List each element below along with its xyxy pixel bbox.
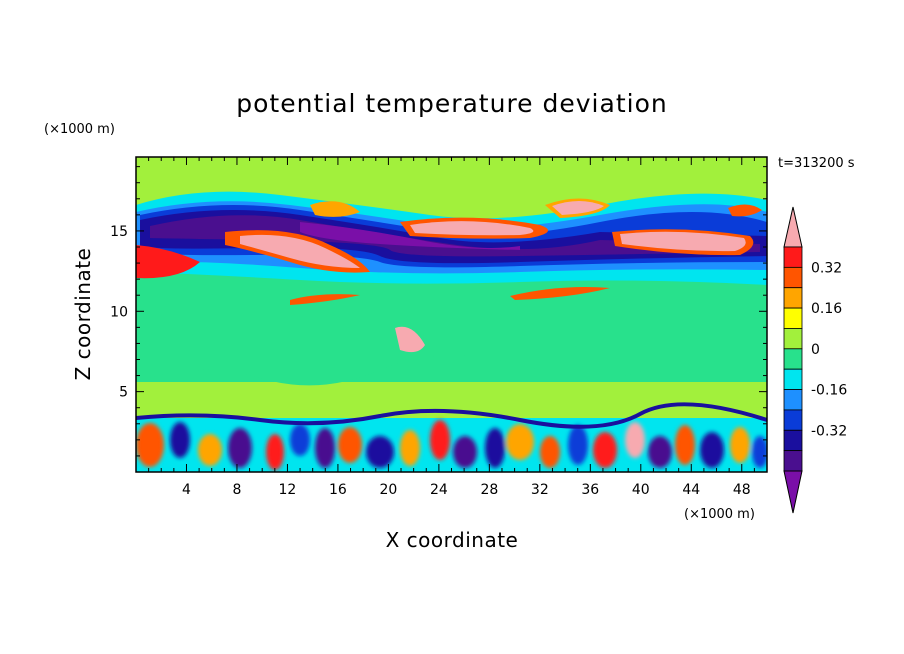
colorbar-bottom-arrow bbox=[783, 470, 803, 514]
colorbar-tick-label: -0.32 bbox=[811, 423, 847, 439]
bl-cell bbox=[198, 434, 222, 466]
x-tick-label: 36 bbox=[581, 482, 599, 498]
x-tick-label: 24 bbox=[430, 482, 448, 498]
field-streak-left bbox=[290, 294, 360, 305]
x-tick-label: 12 bbox=[279, 482, 297, 498]
colorbar-swatch bbox=[783, 389, 803, 411]
field-warm-cap-far-right bbox=[728, 204, 762, 217]
bl-cell bbox=[485, 428, 505, 468]
y-axis-unit: (×1000 m) bbox=[44, 122, 115, 137]
colorbar-swatch bbox=[783, 429, 803, 452]
bl-cell bbox=[568, 425, 588, 465]
bl-cell bbox=[136, 423, 164, 467]
x-tick-label: 44 bbox=[682, 482, 700, 498]
x-tick-label: 28 bbox=[480, 482, 498, 498]
colorbar-swatch bbox=[783, 328, 803, 350]
colorbar-swatch bbox=[783, 409, 803, 431]
x-tick-label: 20 bbox=[379, 482, 397, 498]
field-warm-lens-center-core bbox=[410, 221, 534, 236]
bl-cell bbox=[228, 428, 252, 468]
heatmap-field bbox=[136, 157, 767, 472]
field-warm-lens-right-core bbox=[620, 231, 746, 252]
bl-cell bbox=[675, 425, 695, 465]
y-axis-label: Z coordinate bbox=[71, 248, 95, 381]
bl-cell bbox=[752, 436, 767, 468]
bl-cell bbox=[338, 427, 362, 463]
colorbar-swatch bbox=[783, 287, 803, 309]
x-axis-label: X coordinate bbox=[386, 528, 519, 552]
field-neutral-edge bbox=[136, 340, 767, 386]
field-streak-right bbox=[510, 287, 610, 300]
colorbar-tick-label: 0 bbox=[811, 342, 820, 358]
bl-cell bbox=[170, 422, 190, 458]
colorbar-tick-label: -0.16 bbox=[811, 383, 847, 399]
field-boundary-cells bbox=[136, 420, 767, 470]
bl-cell bbox=[430, 420, 450, 460]
colorbar-swatch bbox=[783, 450, 803, 472]
y-axis-ticks: 5 10 15 bbox=[110, 166, 767, 457]
colorbar-swatch bbox=[783, 348, 803, 370]
x-tick-label: 4 bbox=[182, 482, 191, 498]
field-warm-cap-left bbox=[310, 201, 360, 217]
colorbar: 0.32 0.16 0 -0.16 -0.32 bbox=[783, 206, 847, 514]
bl-cell bbox=[453, 436, 477, 468]
chart-title: potential temperature deviation bbox=[236, 89, 667, 118]
bl-cell bbox=[506, 424, 534, 460]
time-label: t=313200 s bbox=[778, 156, 855, 171]
field-warm-lens-left bbox=[136, 245, 200, 279]
field-warm-cap-right-core bbox=[552, 201, 604, 215]
bl-cell bbox=[266, 434, 284, 470]
x-tick-label: 48 bbox=[733, 482, 751, 498]
colorbar-tick-label: 0.16 bbox=[811, 301, 842, 317]
field-upper-purple bbox=[300, 222, 520, 250]
field-plume bbox=[395, 326, 425, 353]
field-warm-lens-mid-core bbox=[240, 234, 360, 268]
x-axis-ticks: 4 8 12 16 20 24 28 32 36 40 44 48 bbox=[148, 157, 755, 498]
colorbar-tick-label: 0.32 bbox=[811, 260, 842, 276]
colorbar-swatch bbox=[783, 368, 803, 390]
x-tick-label: 8 bbox=[232, 482, 241, 498]
x-tick-label: 32 bbox=[531, 482, 549, 498]
x-tick-label: 40 bbox=[632, 482, 650, 498]
bl-cell bbox=[540, 436, 560, 468]
y-tick-label: 5 bbox=[119, 385, 128, 401]
field-boundary-top bbox=[136, 402, 767, 429]
colorbar-swatch bbox=[783, 246, 803, 268]
x-axis-unit: (×1000 m) bbox=[684, 507, 755, 522]
y-tick-label: 15 bbox=[110, 224, 128, 240]
x-tick-label: 16 bbox=[329, 482, 347, 498]
bl-cell bbox=[730, 427, 750, 463]
bl-cell bbox=[315, 428, 335, 468]
bl-cell bbox=[366, 436, 394, 468]
colorbar-swatch bbox=[783, 266, 803, 289]
bl-cell bbox=[290, 424, 310, 456]
colorbar-top-arrow bbox=[783, 206, 803, 248]
colorbar-swatch bbox=[783, 307, 803, 329]
bl-cell bbox=[625, 422, 645, 458]
bl-cell bbox=[648, 436, 672, 468]
bl-cell bbox=[400, 430, 420, 466]
y-tick-label: 10 bbox=[110, 304, 128, 320]
bl-cell bbox=[700, 432, 724, 468]
bl-cell bbox=[593, 432, 617, 468]
